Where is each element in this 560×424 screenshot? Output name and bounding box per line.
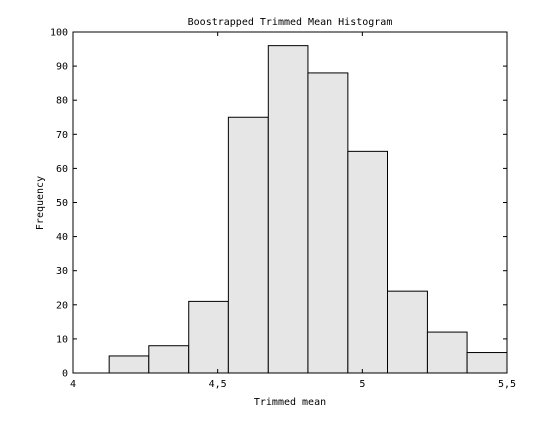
- histogram-bar: [466, 352, 508, 374]
- x-tick-label: 4: [70, 379, 76, 390]
- histogram-bar: [188, 300, 229, 374]
- ticks-layer: 4 4,5 5 5,5 0 10 20 30 40 50 60 70 80 90 100: [50, 28, 516, 391]
- histogram-bar: [347, 150, 389, 374]
- bars-layer: [108, 45, 508, 374]
- histogram-bar: [387, 290, 428, 374]
- x-tick-label: 4,5: [209, 379, 227, 390]
- histogram-bar: [426, 331, 468, 374]
- histogram-bar: [227, 116, 269, 374]
- y-tick-label: 60: [56, 164, 68, 175]
- y-tick-label: 50: [56, 198, 68, 209]
- histogram-bar: [108, 355, 150, 374]
- histogram-bar: [148, 345, 190, 374]
- y-tick-label: 80: [56, 96, 68, 107]
- y-tick-label: 90: [56, 62, 68, 73]
- x-tick-label: 5: [359, 379, 365, 390]
- histogram-bar: [307, 72, 349, 374]
- y-tick-label: 40: [56, 232, 68, 243]
- y-tick-label: 30: [56, 266, 68, 277]
- y-tick-label: 10: [56, 334, 68, 345]
- y-tick-label: 100: [50, 28, 68, 39]
- y-axis-label: Frequency: [35, 176, 46, 230]
- x-tick-label: 5,5: [498, 379, 516, 390]
- y-tick-label: 20: [56, 300, 68, 311]
- x-axis-label: Trimmed mean: [254, 397, 326, 408]
- y-tick-label: 0: [62, 369, 68, 380]
- chart-title: Boostrapped Trimmed Mean Histogram: [188, 17, 393, 28]
- histogram-bar: [267, 45, 309, 374]
- y-tick-label: 70: [56, 130, 68, 141]
